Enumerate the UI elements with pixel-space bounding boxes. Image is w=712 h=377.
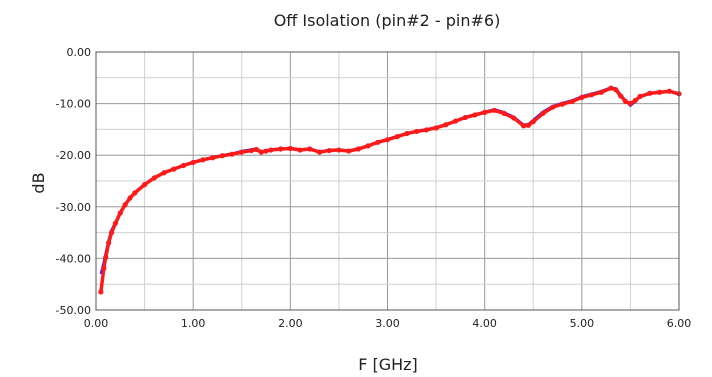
series-point-1: [569, 98, 575, 105]
series-point-1: [414, 128, 420, 135]
series-point-1: [525, 122, 531, 128]
series-point-1: [258, 149, 264, 155]
series-point-1: [210, 155, 216, 161]
series-point-1: [394, 134, 400, 140]
series-point-1: [613, 87, 619, 93]
x-tick-label: 4.00: [472, 317, 497, 330]
series-point-1: [112, 220, 119, 226]
series-point-1: [443, 122, 449, 128]
series-point-1: [180, 162, 187, 169]
series-point-1: [618, 93, 624, 99]
chart-title: Off Isolation (pin#2 - pin#6): [274, 11, 501, 30]
series-line-1: [99, 86, 681, 294]
y-tick-label: -30.00: [56, 201, 91, 214]
series-point-1: [127, 195, 133, 201]
series-point-1: [346, 148, 352, 154]
series-point-1: [171, 166, 177, 172]
x-tick-label: 6.00: [667, 317, 692, 330]
y-tick-label: -10.00: [56, 98, 91, 111]
series-point-1: [423, 127, 429, 133]
series-point-1: [200, 157, 206, 163]
series-point-1: [253, 146, 259, 153]
series-point-1: [637, 93, 643, 99]
x-tick-label: 2.00: [278, 317, 303, 330]
series-point-1: [627, 101, 634, 107]
series-point-1: [297, 147, 303, 153]
series-point-1: [433, 125, 439, 131]
series-point-1: [141, 182, 148, 188]
y-axis-title: dB: [29, 172, 48, 193]
y-tick-label: -40.00: [56, 252, 91, 265]
series-point-1: [491, 107, 497, 113]
y-tick-label: 0.00: [67, 46, 92, 59]
series-point-1: [336, 147, 342, 153]
series-point-1: [452, 118, 459, 124]
x-tick-label: 3.00: [375, 317, 400, 330]
plot-grid: [95, 51, 680, 311]
series-point-1: [161, 170, 167, 176]
series-point-1: [511, 115, 517, 121]
series-point-1: [122, 202, 128, 208]
series-point-1: [622, 98, 629, 105]
plot-frame: [95, 51, 680, 311]
series-point-1: [326, 147, 332, 154]
series-point-1: [559, 101, 566, 107]
series-point-1: [540, 110, 546, 117]
x-tick-label: 1.00: [181, 317, 206, 330]
series-point-1: [608, 85, 614, 91]
series-point-1: [472, 112, 478, 118]
y-tick-label: -20.00: [56, 149, 91, 162]
series-point-1: [108, 230, 115, 236]
series-point-1: [263, 148, 269, 154]
series-point-1: [550, 104, 556, 110]
series-point-1: [520, 123, 527, 129]
series-point-1: [632, 97, 638, 104]
series-point-1: [530, 119, 536, 125]
series-point-1: [106, 240, 112, 246]
series-point-1: [598, 89, 604, 95]
series-point-1: [239, 149, 245, 155]
x-tick-label: 0.00: [84, 317, 109, 330]
series-point-1: [666, 88, 672, 94]
series-point-1: [248, 147, 255, 154]
series-point-1: [365, 143, 371, 149]
series-point-1: [103, 254, 109, 260]
axis-ticks: 0.00 1.00 2.00 3.00 4.00 5.00 6.00 0.00 -10.00 -2…: [56, 46, 692, 330]
series-point-1: [647, 90, 653, 96]
series-point-1: [579, 94, 585, 101]
series-point-1: [219, 153, 225, 159]
x-tick-label: 5.00: [570, 317, 595, 330]
series-point-1: [151, 175, 157, 181]
series-point-1: [117, 210, 123, 216]
series-point-1: [101, 266, 107, 272]
series-point-1: [316, 149, 323, 155]
series-point-1: [384, 137, 391, 143]
series-point-1: [190, 159, 196, 166]
series-point-1: [268, 147, 274, 153]
series-point-1: [278, 146, 284, 152]
x-axis-title: F [GHz]: [358, 355, 418, 374]
plot-series: [98, 85, 682, 295]
series-point-1: [287, 145, 293, 152]
series-point-1: [375, 139, 381, 145]
series-point-1: [501, 110, 507, 117]
y-tick-label: -50.00: [56, 304, 91, 317]
series-point-1: [98, 289, 104, 295]
series-point-1: [588, 92, 595, 98]
series-point-1: [656, 89, 663, 95]
series-point-1: [462, 114, 468, 121]
series-point-1: [404, 130, 410, 137]
series-point-1: [307, 146, 313, 152]
series-point-1: [482, 109, 488, 115]
series-point-1: [229, 151, 235, 157]
series-point-1: [355, 146, 361, 152]
series-point-1: [132, 190, 138, 196]
